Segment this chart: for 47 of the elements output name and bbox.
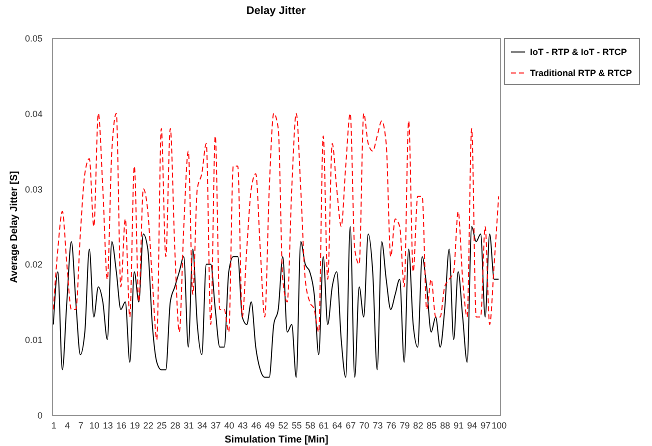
x-tick-label: 46 (251, 420, 262, 430)
x-tick-label: 25 (156, 420, 167, 430)
x-tick-label: 7 (78, 420, 84, 430)
x-axis-title: Simulation Time [Min] (224, 434, 328, 446)
x-tick-label: 49 (264, 420, 275, 430)
x-tick-label: 16 (116, 420, 126, 430)
x-tick-label: 73 (372, 420, 383, 430)
y-tick-label: 0 (37, 410, 42, 420)
x-tick-label: 85 (426, 420, 437, 430)
x-tick-label: 28 (170, 420, 180, 430)
x-tick-label: 76 (386, 420, 396, 430)
y-axis-title: Average Delay Jitter [S] (8, 171, 20, 283)
x-tick-label: 4 (64, 420, 70, 430)
x-tick-label: 100 (492, 420, 507, 430)
x-tick-label: 13 (102, 420, 113, 430)
x-tick-label: 70 (359, 420, 370, 430)
line-series (52, 226, 500, 378)
x-tick-label: 22 (143, 420, 154, 430)
y-tick-label: 0.04 (24, 108, 42, 119)
line-series (52, 112, 500, 340)
x-tick-label: 94 (467, 420, 478, 430)
x-tick-label: 1 (51, 420, 56, 430)
chart-title: Delay Jitter (246, 5, 306, 17)
x-tick-label: 52 (278, 420, 288, 430)
x-tick-label: 55 (292, 420, 302, 430)
x-tick-label: 79 (400, 420, 410, 430)
x-tick-label: 67 (346, 420, 356, 430)
x-tick-label: 34 (197, 420, 208, 430)
y-tick-label: 0.05 (24, 34, 42, 44)
x-tick-label: 43 (238, 420, 248, 430)
x-tick-label: 97 (480, 420, 491, 430)
x-tick-label: 19 (130, 420, 140, 430)
x-tick-label: 61 (318, 420, 329, 430)
x-tick-label: 88 (440, 420, 450, 430)
x-tick-label: 58 (305, 420, 316, 430)
legend-label: Traditional RTP & RTCP (530, 68, 632, 78)
x-tick-label: 10 (89, 420, 100, 430)
x-tick-label: 40 (224, 420, 234, 430)
x-tick-label: 31 (184, 420, 194, 430)
y-tick-label: 0.01 (24, 335, 42, 346)
legend-label: IoT - RTP & IoT - RTCP (530, 47, 627, 57)
x-tick-label: 64 (332, 420, 342, 430)
y-tick-label: 0.03 (24, 184, 42, 194)
x-tick-label: 37 (210, 420, 221, 430)
y-tick-label: 0.02 (24, 260, 42, 270)
x-tick-label: 82 (413, 420, 424, 430)
x-tick-label: 91 (454, 420, 464, 430)
